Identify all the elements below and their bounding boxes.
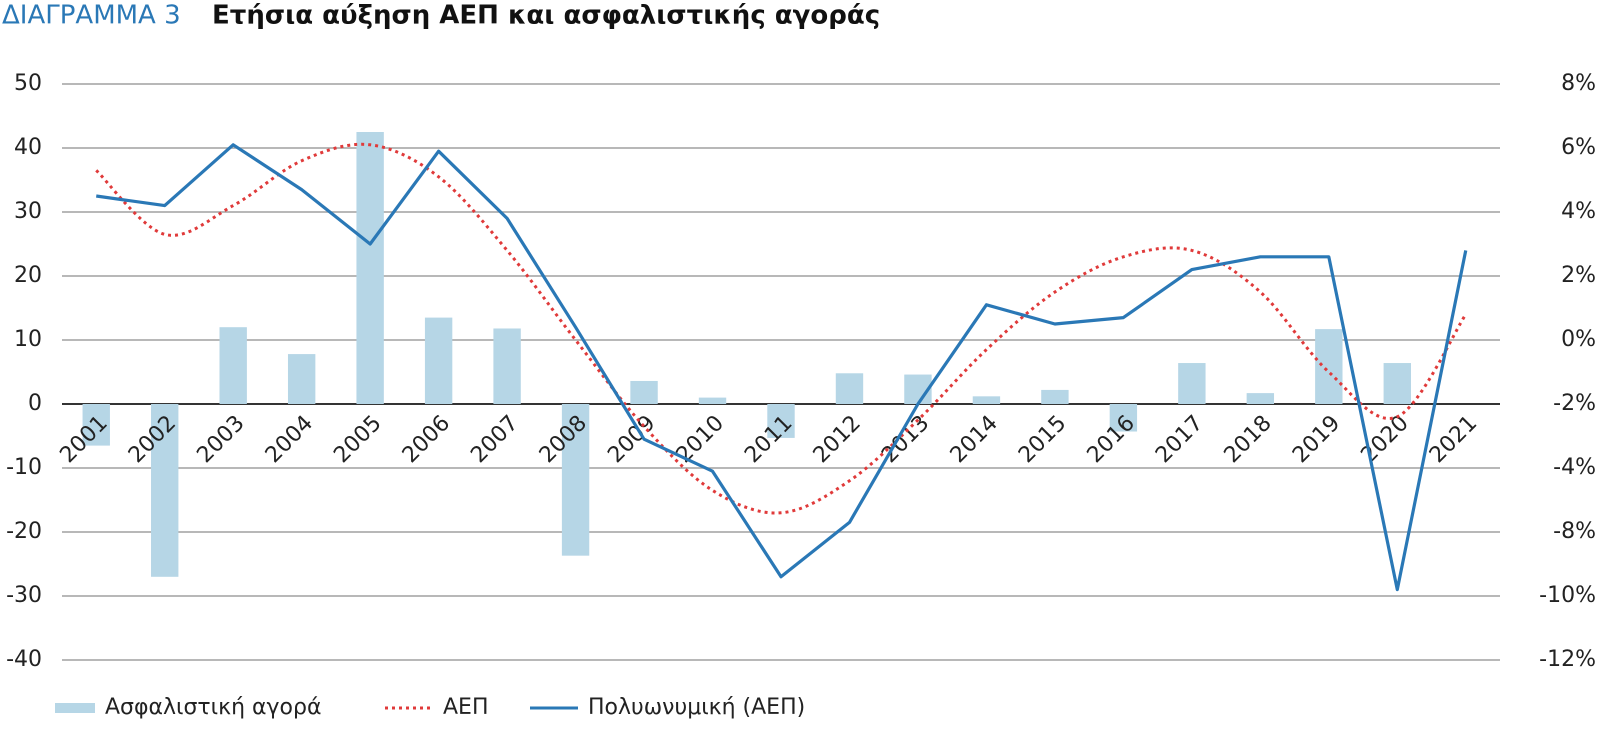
x-tick-label: 2005 <box>329 411 386 468</box>
x-tick-label: 2019 <box>1288 411 1345 468</box>
x-tick-label: 2018 <box>1220 411 1277 468</box>
bar <box>1383 363 1411 404</box>
y2-tick-label: -10% <box>1539 583 1596 608</box>
bar <box>1246 393 1275 404</box>
legend-label: Πολυωνυμική (ΑΕΠ) <box>588 695 805 720</box>
bar <box>767 404 795 438</box>
y2-tick-label: -4% <box>1553 455 1596 480</box>
x-tick-label: 2006 <box>398 411 455 468</box>
y-tick-label: 20 <box>14 263 42 288</box>
bar <box>835 373 864 404</box>
bar <box>1109 404 1138 432</box>
x-tick-label: 2021 <box>1425 411 1482 468</box>
y2-tick-label: 0% <box>1561 327 1596 352</box>
bar <box>82 404 110 446</box>
y2-tick-label: 6% <box>1561 135 1596 160</box>
y2-tick-label: 8% <box>1561 71 1596 96</box>
x-tick-label: 2010 <box>672 411 729 468</box>
bar <box>219 327 247 404</box>
bar <box>151 404 179 577</box>
y-tick-label: -20 <box>6 519 42 544</box>
legend-swatch <box>55 703 95 713</box>
bar <box>1178 363 1206 404</box>
bar <box>630 380 658 404</box>
y2-tick-label: -12% <box>1539 647 1596 672</box>
bar <box>287 354 316 404</box>
x-tick-label: 2015 <box>1014 411 1071 468</box>
y-tick-label: 0 <box>28 391 42 416</box>
bar <box>1041 389 1069 404</box>
chart-label: ΔΙΑΓΡΑΜΜΑ 3 <box>2 1 181 31</box>
y2-tick-label: 4% <box>1561 199 1596 224</box>
bar <box>1315 329 1343 404</box>
x-tick-label: 2004 <box>261 411 318 468</box>
y2-tick-label: -8% <box>1553 519 1596 544</box>
bar <box>356 132 384 404</box>
legend-label: Ασφαλιστική αγορά <box>105 695 321 720</box>
bar <box>424 317 453 404</box>
x-tick-label: 2007 <box>466 411 523 468</box>
y-tick-label: 40 <box>14 135 42 160</box>
x-tick-label: 2012 <box>809 411 866 468</box>
y-tick-label: 50 <box>14 71 42 96</box>
x-tick-label: 2014 <box>946 411 1003 468</box>
line <box>96 143 1468 592</box>
y-tick-label: 10 <box>14 327 42 352</box>
x-tick-label: 2003 <box>192 411 249 468</box>
bar <box>698 397 727 404</box>
y-tick-label: -10 <box>6 455 42 480</box>
y-tick-label: -40 <box>6 647 42 672</box>
legend-label: ΑΕΠ <box>443 695 489 720</box>
y-tick-label: -30 <box>6 583 42 608</box>
bar <box>972 396 1001 404</box>
x-tick-label: 2017 <box>1151 411 1208 468</box>
y2-tick-label: -2% <box>1553 391 1596 416</box>
bar <box>493 328 521 404</box>
bar <box>561 404 590 556</box>
y-tick-label: 30 <box>14 199 42 224</box>
line <box>95 142 1468 515</box>
chart-title: Ετήσια αύξηση ΑΕΠ και ασφαλιστικής αγορά… <box>212 1 880 31</box>
y2-tick-label: 2% <box>1561 263 1596 288</box>
